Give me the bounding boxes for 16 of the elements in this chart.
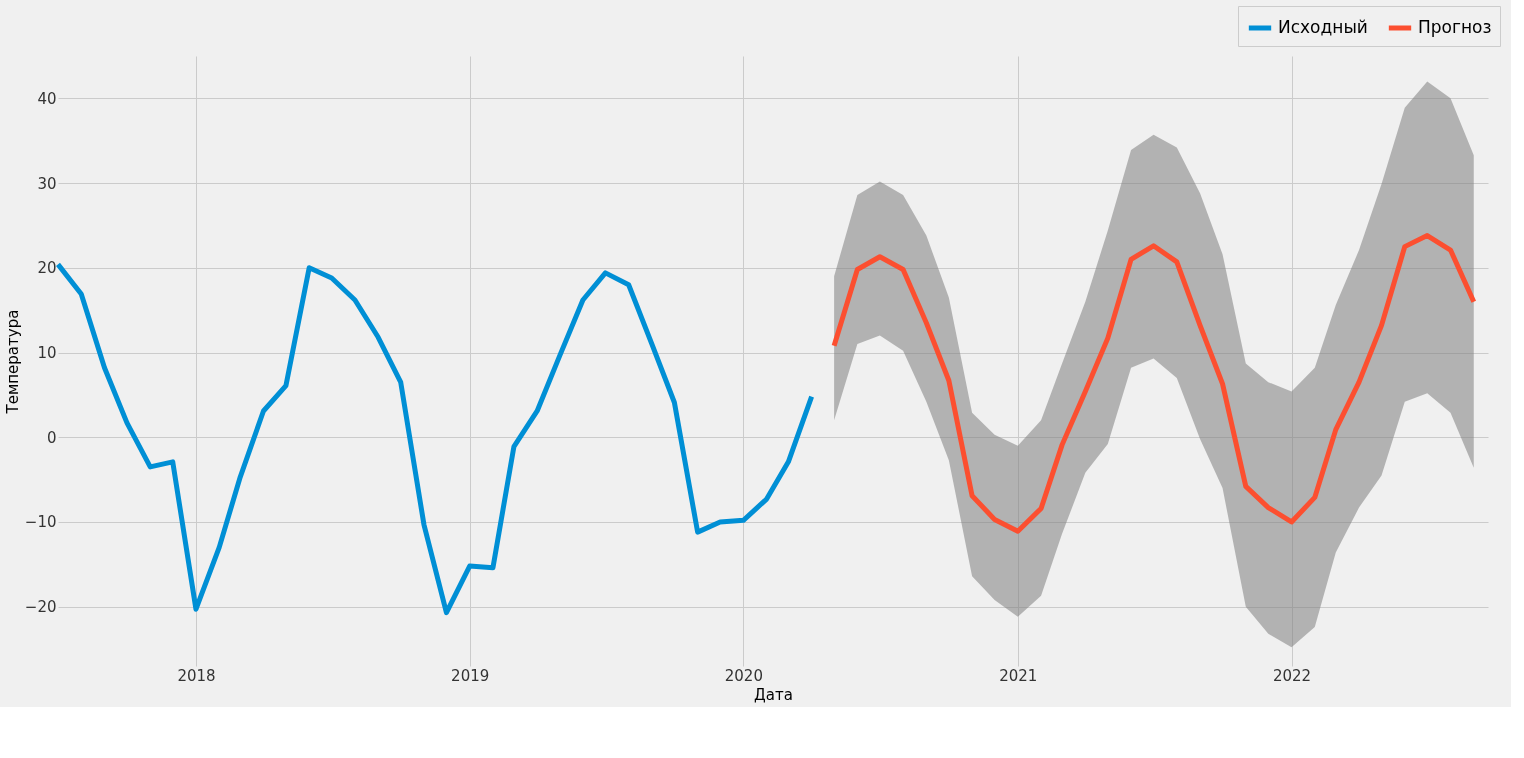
y-tick-label: −20	[24, 598, 57, 617]
y-tick-label: 20	[37, 259, 57, 278]
y-tick-label: 0	[46, 428, 57, 447]
y-axis-title: Температура	[3, 309, 22, 415]
x-tick-label: 2018	[177, 666, 216, 685]
x-axis-title: Дата	[754, 685, 793, 704]
y-tick-label: 40	[37, 89, 57, 108]
legend-label: Прогноз	[1418, 17, 1492, 37]
x-tick-label: 2022	[1272, 666, 1312, 685]
x-tick-label: 2020	[724, 666, 763, 685]
legend-label: Исходный	[1278, 17, 1368, 37]
y-tick-label: 10	[37, 344, 57, 363]
y-tick-label: −10	[24, 513, 57, 532]
y-tick-label: 30	[37, 174, 57, 193]
x-tick-label: 2021	[999, 666, 1038, 685]
x-tick-label: 2019	[451, 666, 490, 685]
